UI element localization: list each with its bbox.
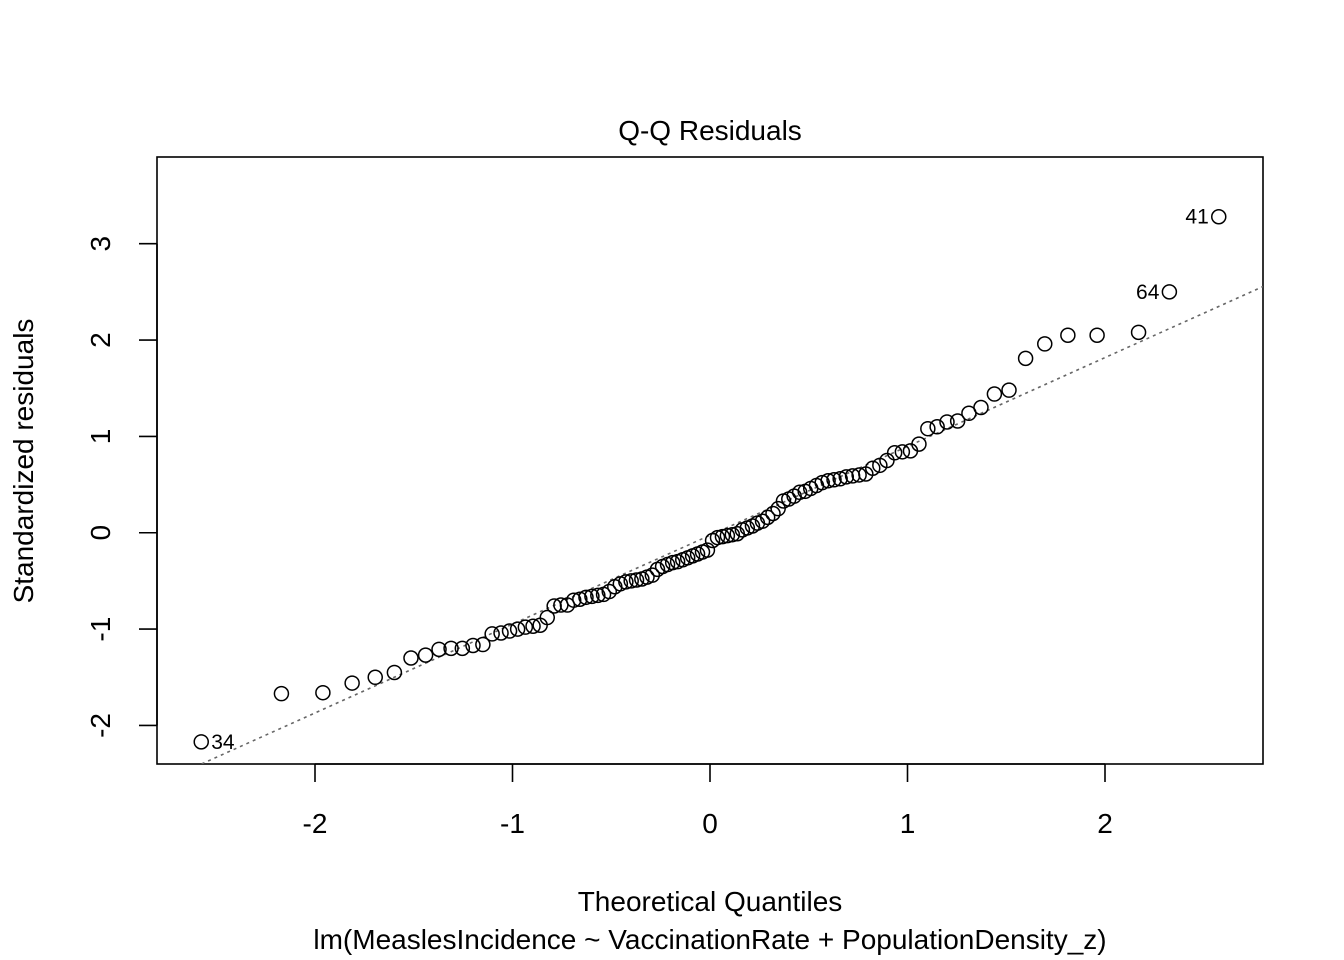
- y-tick-label: 1: [85, 429, 116, 445]
- data-point: [929, 419, 945, 435]
- data-point: [367, 669, 383, 686]
- y-tick-label: 3: [85, 236, 116, 252]
- data-point: [618, 574, 634, 590]
- data-point: [344, 675, 360, 691]
- data-point: [939, 414, 955, 430]
- data-point: [590, 587, 606, 604]
- data-point: [315, 684, 331, 701]
- data-point: [814, 474, 830, 491]
- data-point: [1089, 327, 1105, 343]
- data-point: [623, 573, 639, 589]
- y-tick-label: 0: [85, 525, 116, 541]
- data-point: [719, 527, 736, 544]
- data-point: [644, 567, 661, 583]
- chart-title: Q-Q Residuals: [618, 115, 802, 146]
- data-point: [832, 471, 848, 487]
- reference-line-layer: [199, 285, 1263, 764]
- data-point: [765, 505, 781, 522]
- data-point: [431, 641, 447, 658]
- data-point: [1017, 350, 1034, 367]
- point-labels-layer: 34 64 41: [211, 206, 1209, 754]
- data-point: [1001, 382, 1017, 398]
- y-axis: -2 -1 0 1 2 3: [85, 236, 158, 738]
- data-point: [911, 436, 927, 452]
- data-point: [709, 529, 726, 546]
- x-tick-label: 2: [1097, 808, 1113, 839]
- data-point: [1130, 324, 1147, 341]
- y-tick-label: -1: [85, 617, 116, 642]
- data-point: [273, 685, 290, 702]
- data-point: [820, 472, 836, 489]
- data-point: [539, 609, 556, 626]
- y-tick-label: 2: [85, 332, 116, 348]
- data-point: [565, 592, 582, 608]
- data-point: [986, 386, 1003, 402]
- data-point: [386, 664, 403, 681]
- data-point: [193, 734, 209, 750]
- data-point: [493, 625, 509, 641]
- points-layer: [193, 208, 1227, 750]
- x-axis-subtitle: lm(MeaslesIncidence ~ VaccinationRate + …: [313, 924, 1106, 955]
- data-point: [628, 572, 645, 588]
- data-point: [920, 420, 936, 437]
- data-point: [1161, 284, 1178, 300]
- data-point: [791, 484, 808, 501]
- data-point: [525, 618, 541, 634]
- x-tick-label: -1: [500, 808, 525, 839]
- data-point: [759, 509, 776, 526]
- data-point: [403, 650, 419, 666]
- x-axis: -2 -1 0 1 2: [303, 763, 1113, 839]
- data-point: [443, 640, 459, 657]
- data-point: [517, 619, 534, 635]
- x-axis-label: Theoretical Quantiles: [578, 886, 843, 917]
- data-point: [501, 623, 518, 639]
- data-point: [484, 626, 500, 642]
- data-point: [886, 445, 903, 461]
- data-point: [699, 542, 716, 558]
- data-point: [851, 467, 867, 483]
- qq-reference-line: [199, 285, 1263, 764]
- data-point: [465, 637, 481, 654]
- data-point: [475, 636, 491, 653]
- x-tick-label: 1: [900, 808, 916, 839]
- data-point: [973, 399, 989, 416]
- point-label: 34: [211, 731, 235, 754]
- data-point: [664, 554, 681, 571]
- y-tick-label: -2: [85, 713, 116, 738]
- data-point: [1211, 208, 1227, 225]
- data-point: [454, 640, 471, 657]
- data-point: [601, 583, 618, 600]
- data-point: [1060, 327, 1076, 343]
- data-point: [864, 460, 881, 476]
- data-point: [584, 588, 600, 605]
- data-point: [417, 647, 434, 663]
- y-axis-label: Standardized residuals: [8, 319, 39, 604]
- x-tick-label: 0: [702, 808, 718, 839]
- data-point: [770, 500, 786, 517]
- x-tick-label: -2: [303, 808, 328, 839]
- data-point: [578, 589, 594, 606]
- data-point: [826, 472, 842, 488]
- data-point: [838, 469, 855, 485]
- data-point: [949, 413, 966, 429]
- data-point: [1037, 336, 1053, 352]
- data-point: [724, 526, 741, 543]
- data-point: [754, 513, 771, 529]
- point-label: 41: [1185, 206, 1208, 229]
- data-point: [894, 444, 911, 460]
- plot-frame: [156, 156, 1264, 765]
- data-point: [509, 621, 526, 637]
- data-point: [572, 591, 588, 607]
- point-label: 64: [1136, 281, 1160, 304]
- data-point: [714, 528, 731, 545]
